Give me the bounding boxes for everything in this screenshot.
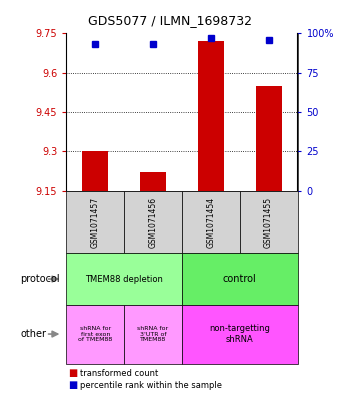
Bar: [140, 172, 166, 191]
Bar: [198, 41, 224, 191]
Text: GSM1071455: GSM1071455: [264, 196, 273, 248]
Text: GSM1071454: GSM1071454: [206, 196, 215, 248]
Text: GSM1071456: GSM1071456: [149, 196, 157, 248]
Text: non-targetting
shRNA: non-targetting shRNA: [209, 324, 270, 344]
Text: shRNA for
3'UTR of
TMEM88: shRNA for 3'UTR of TMEM88: [137, 326, 169, 342]
Bar: [82, 151, 108, 191]
Text: protocol: protocol: [20, 274, 60, 284]
Bar: [256, 86, 282, 191]
Text: control: control: [223, 274, 257, 284]
Text: GSM1071457: GSM1071457: [91, 196, 100, 248]
Text: TMEM88 depletion: TMEM88 depletion: [85, 275, 163, 283]
Text: other: other: [20, 329, 46, 339]
Text: shRNA for
first exon
of TMEM88: shRNA for first exon of TMEM88: [78, 326, 112, 342]
Text: ■: ■: [68, 380, 77, 390]
Text: GDS5077 / ILMN_1698732: GDS5077 / ILMN_1698732: [88, 14, 252, 27]
Text: percentile rank within the sample: percentile rank within the sample: [80, 381, 222, 389]
Text: ■: ■: [68, 368, 77, 378]
Text: transformed count: transformed count: [80, 369, 158, 378]
